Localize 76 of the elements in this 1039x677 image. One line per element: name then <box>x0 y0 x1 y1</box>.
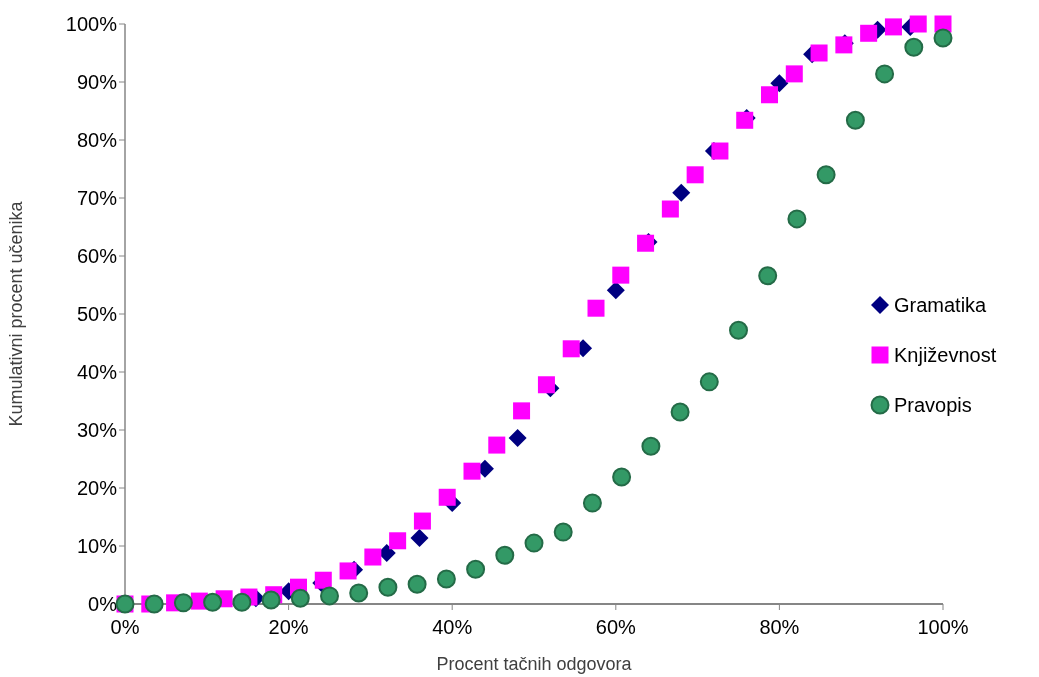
point <box>203 592 223 612</box>
point <box>290 588 310 608</box>
point <box>770 74 789 93</box>
legend-label: Književnost <box>894 344 997 366</box>
point <box>612 467 632 487</box>
point <box>810 44 828 62</box>
point <box>495 545 515 565</box>
point <box>612 266 630 284</box>
point <box>582 493 602 513</box>
point <box>389 532 407 550</box>
x-tick-label: 0% <box>110 616 140 638</box>
point <box>413 512 431 530</box>
point <box>537 376 555 394</box>
y-tick-label: 60% <box>76 245 118 267</box>
point <box>232 592 252 612</box>
point <box>816 165 836 185</box>
point <box>562 340 580 358</box>
point <box>845 110 865 130</box>
point <box>410 528 429 547</box>
point <box>407 574 427 594</box>
point <box>670 402 690 422</box>
point <box>672 183 691 202</box>
y-tick-label: 100% <box>65 13 118 35</box>
point <box>173 593 193 613</box>
point <box>261 590 281 610</box>
x-tick-label: 80% <box>759 616 800 638</box>
point <box>884 18 902 36</box>
point <box>686 166 704 184</box>
x-tick-label: 100% <box>917 616 969 638</box>
point <box>553 522 573 542</box>
x-axis-title: Procent tačnih odgovora <box>436 654 633 674</box>
point <box>860 24 878 42</box>
point <box>508 429 527 448</box>
y-tick-label: 0% <box>88 593 118 615</box>
point <box>513 402 531 420</box>
point <box>349 583 369 603</box>
x-tick-label: 60% <box>595 616 637 638</box>
point <box>787 209 807 229</box>
point <box>904 37 924 57</box>
x-tick-label: 40% <box>432 616 473 638</box>
point <box>378 577 398 597</box>
point <box>875 64 895 84</box>
point <box>761 86 778 104</box>
y-tick-label: 10% <box>76 535 118 557</box>
point <box>758 266 778 286</box>
point <box>641 436 661 456</box>
point <box>364 548 382 566</box>
x-tick-label: 20% <box>268 616 309 638</box>
y-axis-title: Kumulativni procent učenika <box>6 200 26 427</box>
point <box>606 281 625 300</box>
point <box>909 15 927 33</box>
legend-label: Pravopis <box>894 394 972 416</box>
point <box>339 562 357 580</box>
y-tick-label: 40% <box>76 361 118 383</box>
point <box>438 488 456 506</box>
y-tick-label: 50% <box>76 303 118 325</box>
point <box>711 142 729 160</box>
point <box>785 65 803 83</box>
point <box>933 28 953 48</box>
y-tick-label: 70% <box>76 187 118 209</box>
y-tick-label: 20% <box>76 477 118 499</box>
point <box>466 559 486 579</box>
point <box>320 586 339 606</box>
point <box>436 569 456 589</box>
point <box>524 533 544 553</box>
point <box>463 462 481 480</box>
y-tick-label: 30% <box>76 419 118 441</box>
point <box>488 436 506 454</box>
point <box>699 372 719 392</box>
point <box>587 299 605 317</box>
point <box>729 320 748 340</box>
legend-label: Gramatika <box>894 294 988 316</box>
y-tick-label: 80% <box>76 129 118 151</box>
point <box>661 200 679 218</box>
point <box>144 594 164 614</box>
y-tick-label: 90% <box>76 71 118 93</box>
